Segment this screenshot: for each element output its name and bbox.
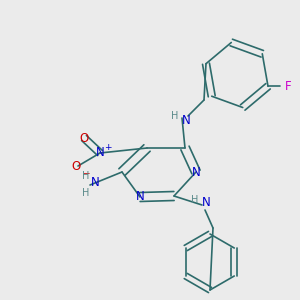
- Text: N: N: [96, 146, 104, 160]
- Text: H: H: [82, 171, 90, 181]
- Text: N: N: [192, 166, 200, 178]
- Text: N: N: [136, 190, 144, 203]
- Text: F: F: [285, 80, 291, 93]
- Text: H: H: [82, 188, 90, 198]
- Text: N: N: [202, 196, 210, 208]
- Text: O: O: [71, 160, 81, 172]
- Text: +: +: [104, 143, 112, 152]
- Text: O: O: [80, 131, 88, 145]
- Text: H: H: [171, 111, 179, 121]
- Text: −: −: [82, 169, 90, 178]
- Text: H: H: [191, 195, 199, 205]
- Text: N: N: [91, 176, 99, 190]
- Text: N: N: [182, 113, 190, 127]
